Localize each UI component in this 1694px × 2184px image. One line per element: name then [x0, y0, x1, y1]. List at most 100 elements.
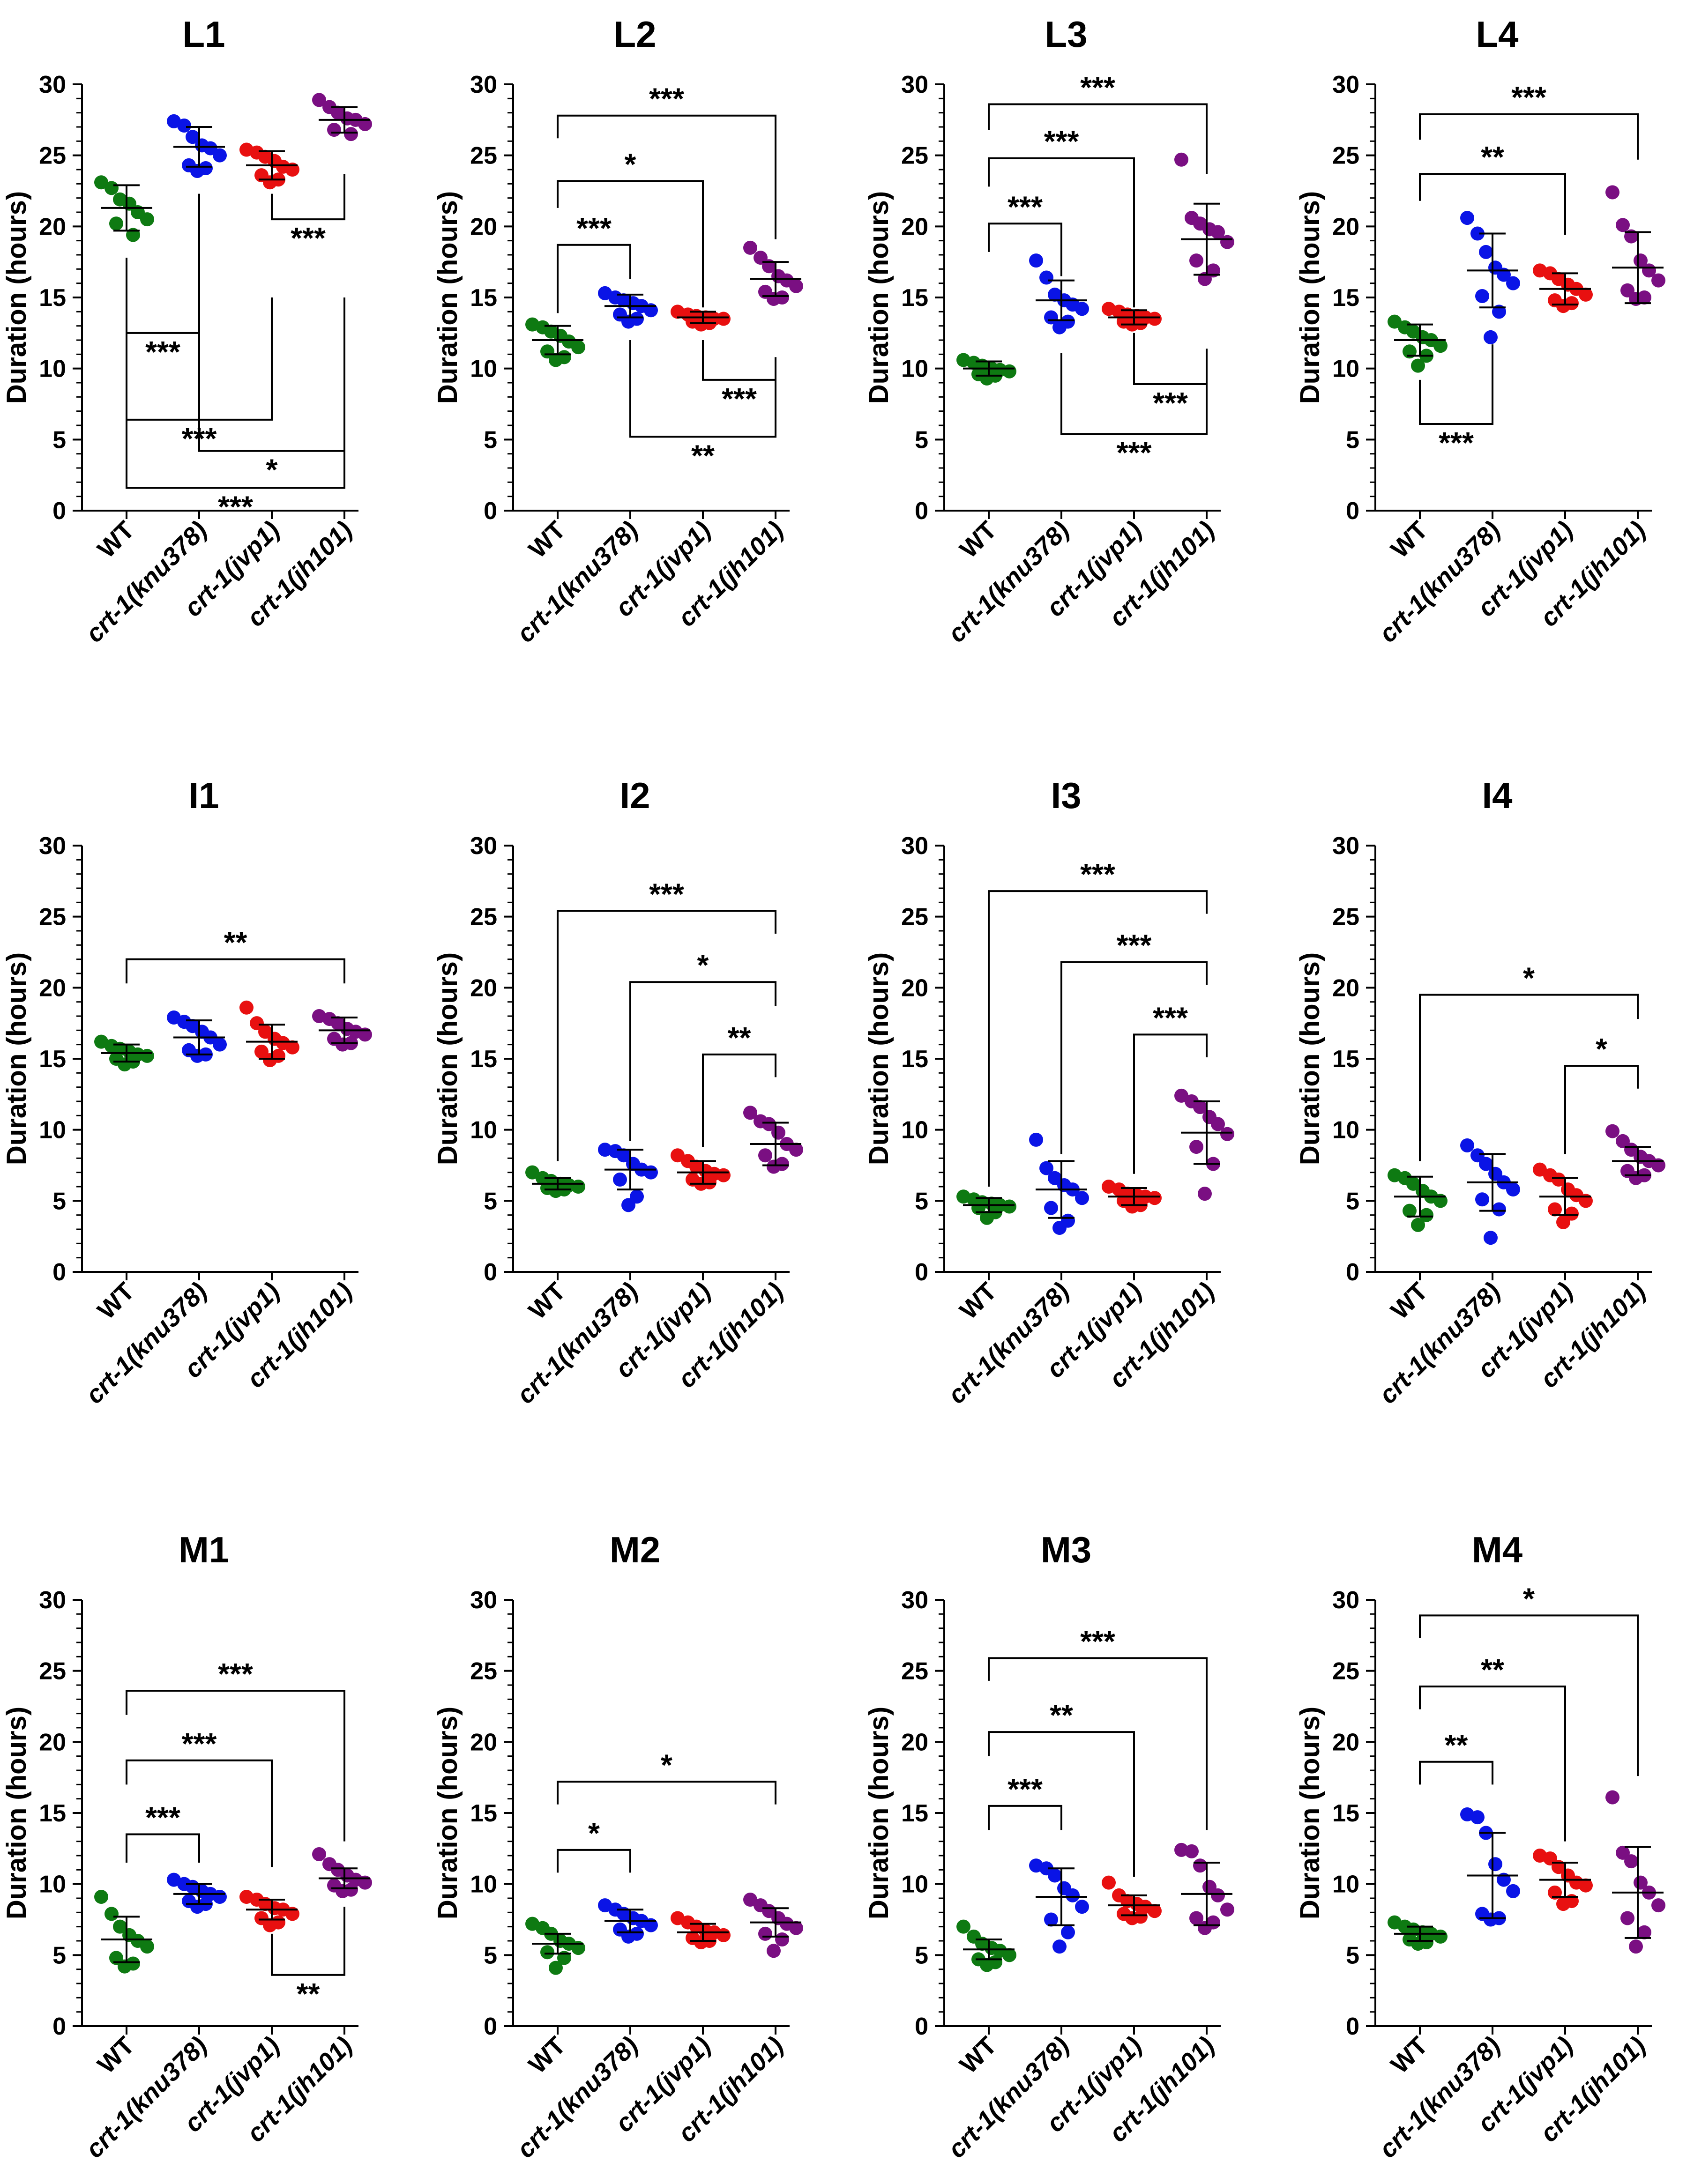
significance-stars: *** [1117, 929, 1152, 962]
y-tick-label: 30 [39, 832, 66, 860]
y-tick-label: 25 [470, 904, 497, 931]
y-tick-label: 30 [901, 832, 928, 860]
y-axis-label: Duration (hours) [433, 952, 463, 1165]
data-point [762, 1117, 776, 1131]
series-jvp1 [239, 1889, 299, 1932]
y-tick-label: 10 [1332, 1117, 1359, 1144]
data-point [1193, 1858, 1207, 1873]
significance-bracket [126, 258, 345, 489]
data-point [312, 93, 326, 107]
y-tick-label: 25 [1332, 904, 1359, 931]
data-point [1220, 1127, 1234, 1141]
significance-stars: *** [1080, 1624, 1115, 1658]
data-point [190, 1900, 204, 1914]
significance-stars: *** [1439, 426, 1474, 460]
data-point [1605, 1790, 1619, 1805]
y-axis-label: Duration (hours) [1, 952, 32, 1165]
data-point [1066, 1888, 1080, 1902]
y-tick-label: 20 [470, 213, 497, 240]
y-tick-label: 20 [39, 213, 66, 240]
data-point [1189, 1140, 1203, 1154]
series-jvp1 [239, 1000, 299, 1068]
y-tick-label: 0 [915, 1259, 928, 1286]
data-point [549, 1961, 563, 1975]
data-point [1629, 1939, 1643, 1954]
series-knu378 [1029, 1858, 1089, 1954]
y-tick-label: 20 [1332, 1729, 1359, 1756]
data-point [336, 1037, 350, 1052]
series-WT [525, 317, 585, 367]
data-point [644, 1165, 658, 1180]
y-tick-label: 30 [470, 832, 497, 860]
data-point [980, 1211, 994, 1225]
x-category-label: WT [955, 2031, 1002, 2079]
significance-bracket [557, 1849, 631, 1873]
series-WT [1388, 1168, 1448, 1232]
significance-stars: *** [1044, 125, 1079, 158]
data-point [239, 1000, 254, 1015]
y-tick-label: 0 [484, 498, 497, 525]
data-point [549, 353, 563, 367]
significance-bracket [557, 1781, 776, 1805]
significance-bracket [702, 340, 776, 381]
data-point [571, 1180, 585, 1194]
data-point [767, 1159, 781, 1174]
series-knu378 [598, 1898, 658, 1944]
significance-stars: *** [1080, 857, 1115, 891]
y-tick-label: 20 [901, 1729, 928, 1756]
data-point [1492, 1202, 1506, 1217]
data-point [540, 1945, 554, 1960]
significance-stars: ** [1481, 1653, 1504, 1686]
series-jh101 [1605, 1790, 1665, 1954]
data-point [767, 1944, 781, 1958]
y-tick-label: 0 [52, 498, 66, 525]
data-point [1637, 1925, 1651, 1939]
series-WT [525, 1165, 585, 1198]
data-point [1605, 1124, 1619, 1138]
data-point [1211, 225, 1225, 239]
y-tick-label: 25 [901, 904, 928, 931]
panel-title: M2 [610, 1529, 660, 1570]
significance-stars: * [266, 453, 278, 487]
significance-bracket [1419, 994, 1639, 1161]
data-point [263, 175, 277, 190]
y-tick-label: 10 [39, 356, 66, 383]
significance-bracket [629, 981, 776, 1141]
significance-bracket [126, 287, 200, 334]
y-tick-label: 5 [52, 426, 66, 453]
y-tick-label: 10 [901, 356, 928, 383]
data-point [743, 1106, 757, 1120]
significance-bracket [1419, 113, 1639, 160]
y-tick-label: 0 [1346, 1259, 1359, 1286]
data-point [344, 127, 358, 141]
data-point [1148, 1904, 1162, 1918]
series-WT [525, 1917, 585, 1975]
data-point [1220, 235, 1234, 249]
significance-bracket [988, 103, 1208, 174]
y-tick-label: 25 [901, 142, 928, 170]
y-tick-label: 20 [901, 974, 928, 1002]
data-point [716, 312, 731, 326]
y-tick-label: 0 [915, 2013, 928, 2040]
y-axis-label: Duration (hours) [864, 952, 894, 1165]
y-tick-label: 5 [484, 1942, 497, 1969]
data-point [1484, 1231, 1498, 1245]
significance-bracket [988, 1657, 1208, 1830]
x-category-label: WT [1386, 1277, 1433, 1325]
significance-stars: *** [1117, 436, 1152, 469]
data-point [1002, 1199, 1016, 1214]
data-point [1556, 1897, 1570, 1911]
data-point [1479, 245, 1493, 259]
y-tick-label: 0 [1346, 498, 1359, 525]
data-point [94, 1889, 108, 1904]
y-tick-label: 15 [39, 284, 66, 312]
y-tick-label: 15 [1332, 284, 1359, 312]
series-WT [1388, 1915, 1448, 1951]
significance-stars: * [588, 1816, 600, 1850]
data-point [1411, 1937, 1425, 1951]
significance-bracket [1133, 333, 1208, 386]
data-point [190, 1048, 204, 1063]
data-point [1479, 1157, 1493, 1171]
